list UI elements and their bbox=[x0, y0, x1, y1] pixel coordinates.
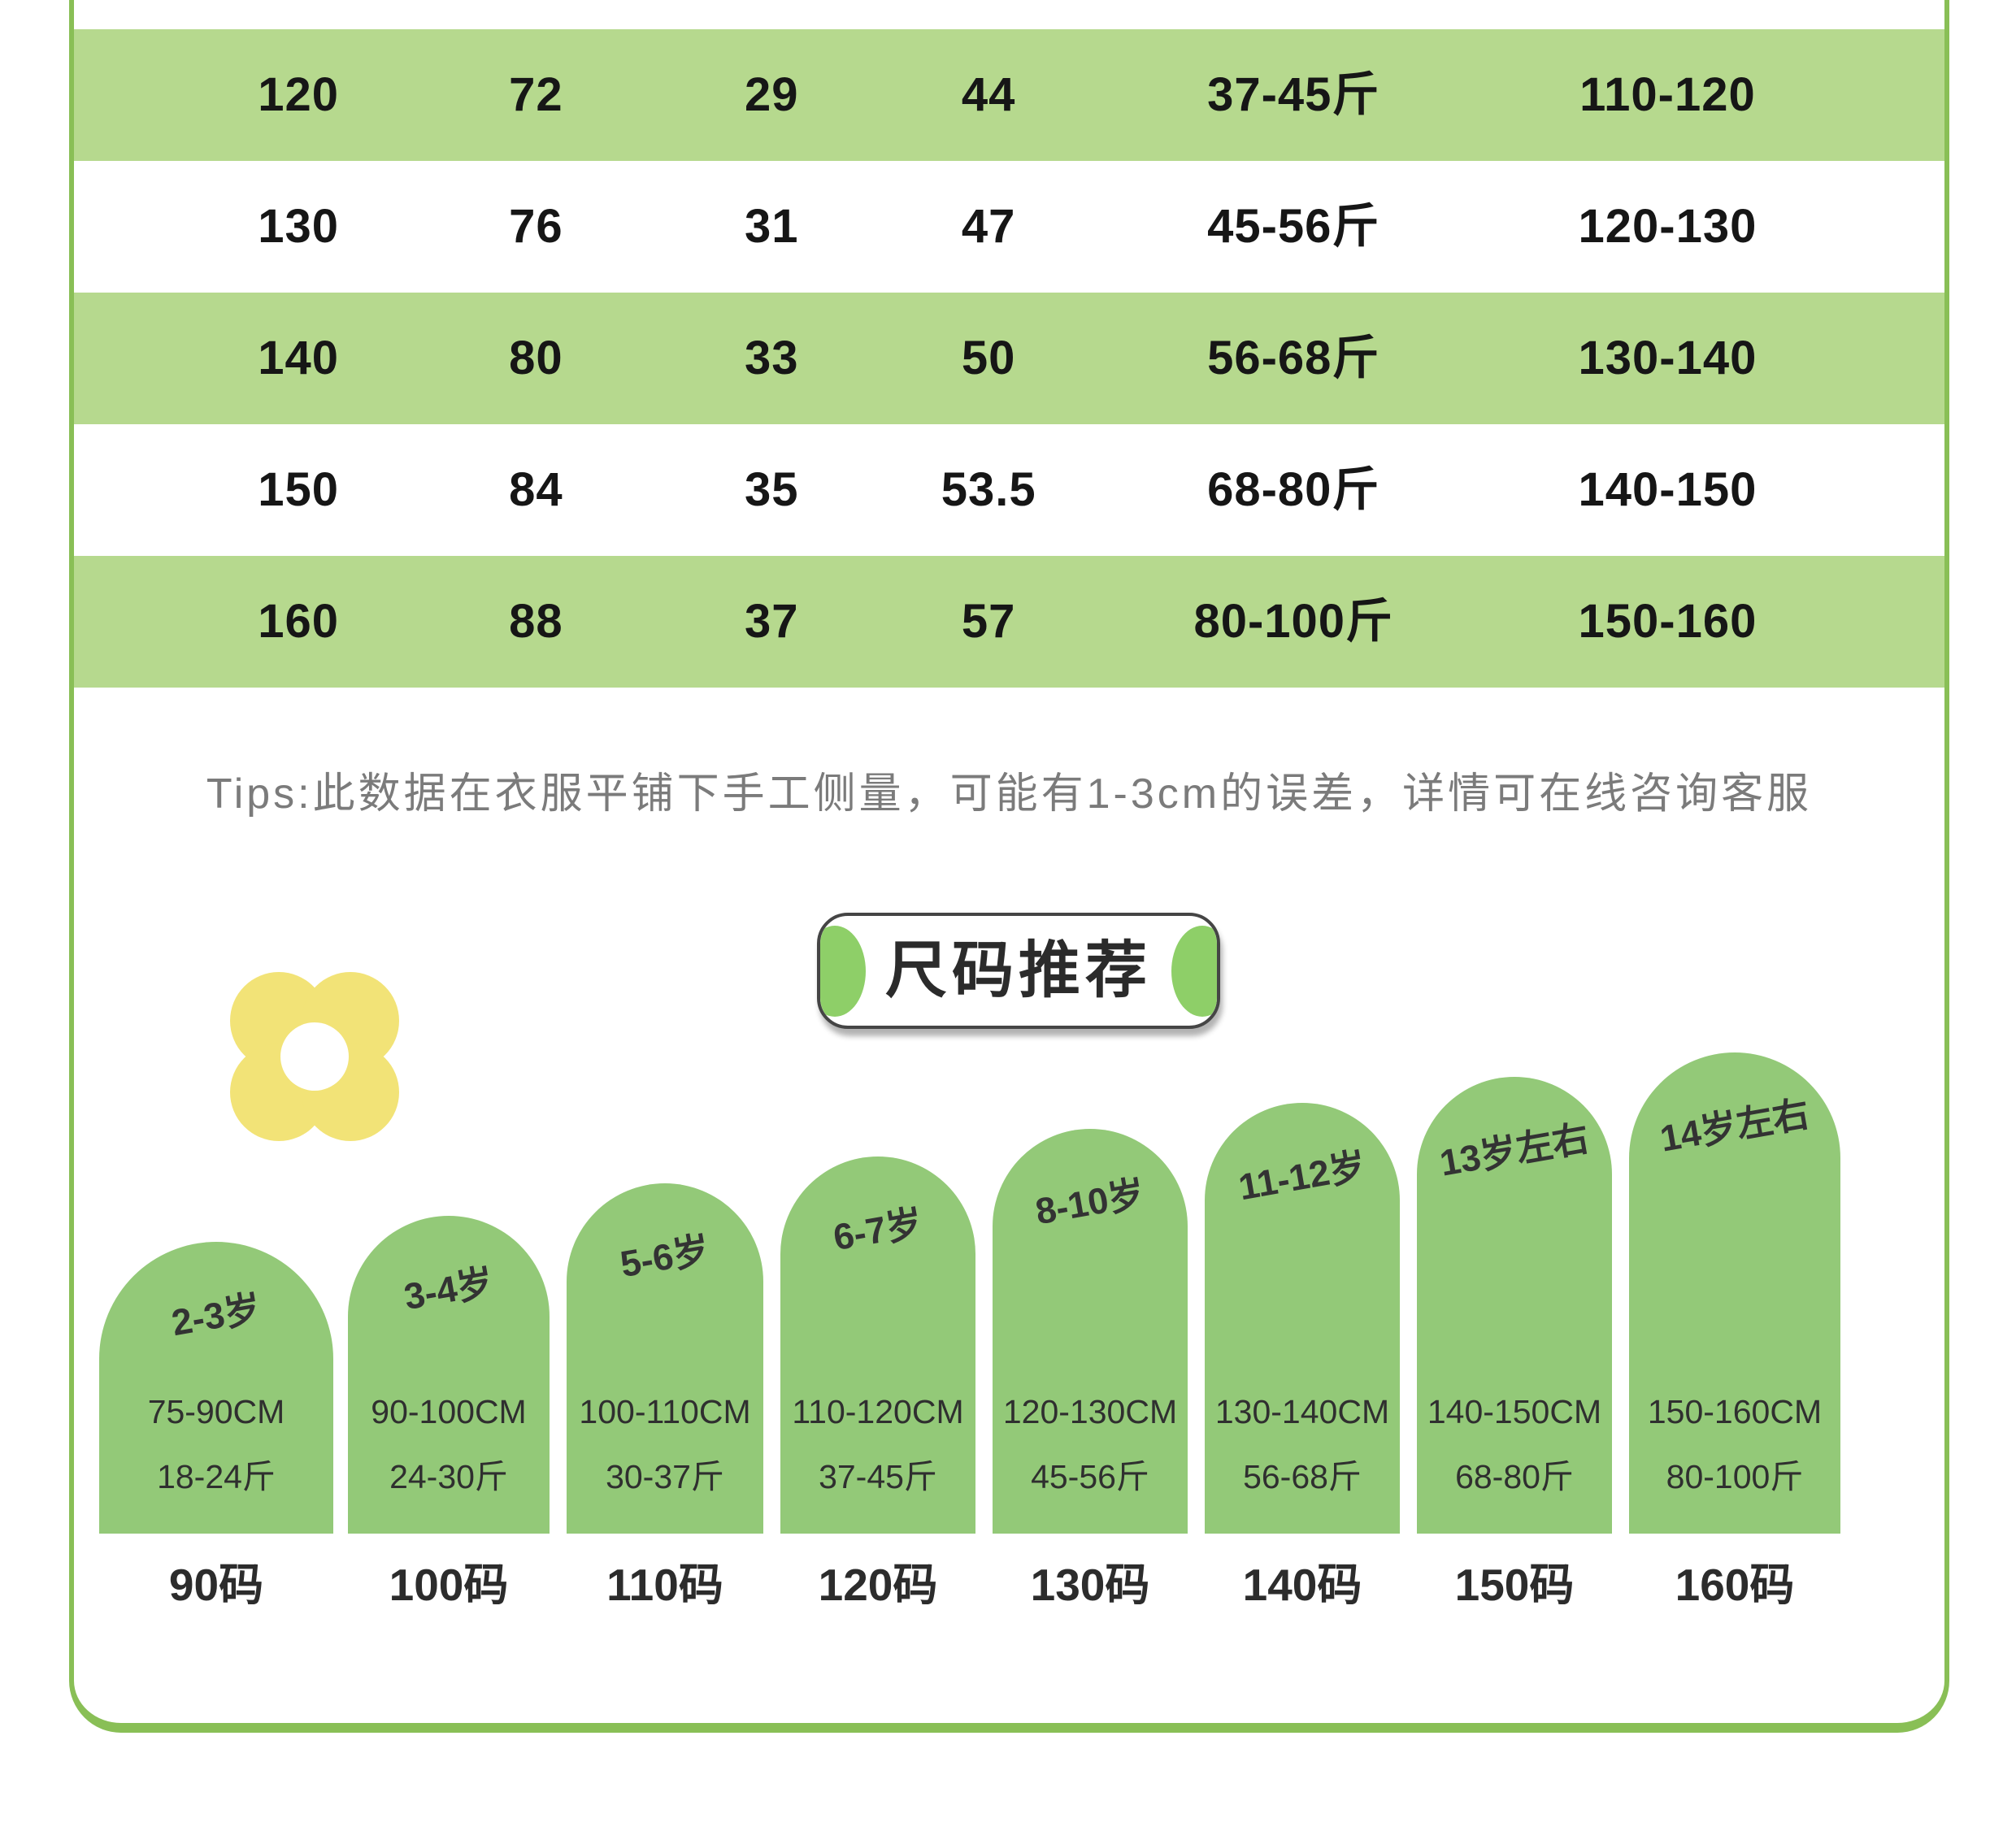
size-arch: 8-10岁 120-130CM 45-56斤 bbox=[993, 1129, 1188, 1534]
table-cell: 44 bbox=[961, 68, 1016, 121]
arch-weight-label: 80-100斤 bbox=[1666, 1458, 1804, 1495]
arch-size-label: 110码 bbox=[606, 1560, 723, 1610]
arch-height-label: 75-90CM bbox=[147, 1393, 285, 1430]
table-cell: 130 bbox=[258, 200, 339, 253]
arch-height-label: 130-140CM bbox=[1214, 1393, 1390, 1430]
table-cell: 47 bbox=[961, 200, 1016, 253]
table-cell: 57 bbox=[961, 595, 1016, 648]
arch-age-label: 13岁左右 bbox=[1436, 1117, 1592, 1184]
size-arch: 3-4岁 90-100CM 24-30斤 bbox=[348, 1216, 550, 1534]
arch-age-label: 11-12岁 bbox=[1235, 1144, 1369, 1209]
arch-weight-label: 68-80斤 bbox=[1455, 1458, 1574, 1495]
arch-size-label: 100码 bbox=[389, 1560, 509, 1610]
table-cell: 80-100斤 bbox=[1193, 595, 1394, 648]
size-arch: 6-7岁 110-120CM 37-45斤 bbox=[780, 1157, 975, 1534]
arch-age-label: 3-4岁 bbox=[401, 1261, 497, 1318]
arch-size-label: 160码 bbox=[1675, 1560, 1795, 1610]
arch-height-label: 150-160CM bbox=[1647, 1393, 1823, 1430]
table-cell: 150 bbox=[258, 463, 339, 516]
size-arch: 11-12岁 130-140CM 56-68斤 bbox=[1205, 1103, 1400, 1534]
arch-weight-label: 37-45斤 bbox=[819, 1458, 937, 1495]
arch-height-label: 90-100CM bbox=[371, 1393, 527, 1430]
arch-weight-label: 24-30斤 bbox=[389, 1458, 508, 1495]
arch-height-label: 100-110CM bbox=[579, 1393, 751, 1430]
arch-size-label: 130码 bbox=[1030, 1560, 1150, 1610]
arch-height-label: 110-120CM bbox=[792, 1393, 964, 1430]
table-cell: 68-80斤 bbox=[1207, 463, 1380, 516]
arch-age-label: 5-6岁 bbox=[617, 1228, 713, 1286]
table-cell: 140 bbox=[258, 332, 339, 384]
table-cell: 31 bbox=[745, 200, 799, 253]
table-cell: 80 bbox=[509, 332, 563, 384]
arch-age-label: 2-3岁 bbox=[168, 1287, 264, 1344]
size-arch: 14岁左右 150-160CM 80-100斤 bbox=[1629, 1052, 1840, 1534]
table-cell: 50 bbox=[961, 332, 1016, 384]
arch-age-label: 8-10岁 bbox=[1032, 1172, 1148, 1233]
arch-size-label: 140码 bbox=[1242, 1560, 1362, 1610]
arch-weight-label: 18-24斤 bbox=[157, 1458, 276, 1495]
arch-weight-label: 45-56斤 bbox=[1031, 1458, 1149, 1495]
table-cell: 29 bbox=[745, 68, 799, 121]
arch-weight-label: 30-37斤 bbox=[606, 1458, 724, 1495]
flower-icon bbox=[230, 972, 399, 1141]
table-cell: 84 bbox=[509, 463, 563, 516]
table-row: 150 84 35 53.5 68-80斤 140-150 bbox=[74, 424, 1944, 556]
table-row: 160 88 37 57 80-100斤 150-160 bbox=[74, 556, 1944, 688]
arch-size-label: 90码 bbox=[168, 1560, 264, 1610]
size-arch: 5-6岁 100-110CM 30-37斤 bbox=[567, 1183, 763, 1534]
section-title: 尺码推荐 bbox=[885, 936, 1152, 1005]
table-cell: 45-56斤 bbox=[1207, 200, 1380, 253]
size-table: 120 72 29 44 37-45斤 110-120 130 76 31 47 45-56斤 120… bbox=[74, 29, 1944, 688]
table-cell: 33 bbox=[745, 332, 799, 384]
size-arch: 13岁左右 140-150CM 68-80斤 bbox=[1417, 1077, 1612, 1534]
table-cell: 72 bbox=[509, 68, 563, 121]
table-cell: 150-160 bbox=[1578, 595, 1757, 648]
arch-size-label: 120码 bbox=[818, 1560, 938, 1610]
arch-weight-label: 56-68斤 bbox=[1243, 1458, 1362, 1495]
table-cell: 76 bbox=[509, 200, 563, 253]
table-cell: 110-120 bbox=[1579, 68, 1756, 121]
table-cell: 37-45斤 bbox=[1207, 68, 1380, 121]
tips-text: Tips:此数据在衣服平铺下手工侧量，可能有1-3cm的误差，详情可在线咨询客服 bbox=[206, 770, 1813, 818]
table-row: 140 80 33 50 56-68斤 130-140 bbox=[74, 293, 1944, 424]
arch-size-label: 150码 bbox=[1454, 1560, 1575, 1610]
table-cell: 160 bbox=[258, 595, 339, 648]
table-cell: 130-140 bbox=[1578, 332, 1757, 384]
table-cell: 120 bbox=[258, 68, 339, 121]
table-cell: 120-130 bbox=[1578, 200, 1757, 253]
arch-height-label: 140-150CM bbox=[1427, 1393, 1602, 1430]
flower-center bbox=[280, 1022, 349, 1091]
table-cell: 35 bbox=[745, 463, 799, 516]
arch-height-label: 120-130CM bbox=[1002, 1393, 1178, 1430]
table-cell: 88 bbox=[509, 595, 563, 648]
section-title-badge: 尺码推荐 bbox=[817, 913, 1220, 1029]
table-cell: 140-150 bbox=[1578, 463, 1757, 516]
table-row: 130 76 31 47 45-56斤 120-130 bbox=[74, 161, 1944, 293]
table-row: 120 72 29 44 37-45斤 110-120 bbox=[74, 29, 1944, 161]
arch-age-label: 14岁左右 bbox=[1657, 1092, 1813, 1160]
arch-age-label: 6-7岁 bbox=[830, 1201, 926, 1259]
table-cell: 37 bbox=[745, 595, 799, 648]
table-cell: 56-68斤 bbox=[1207, 332, 1380, 384]
badge-end-ellipse-right bbox=[1171, 925, 1217, 1017]
size-arch: 2-3岁 75-90CM 18-24斤 bbox=[99, 1242, 333, 1534]
table-cell: 53.5 bbox=[941, 463, 1036, 516]
